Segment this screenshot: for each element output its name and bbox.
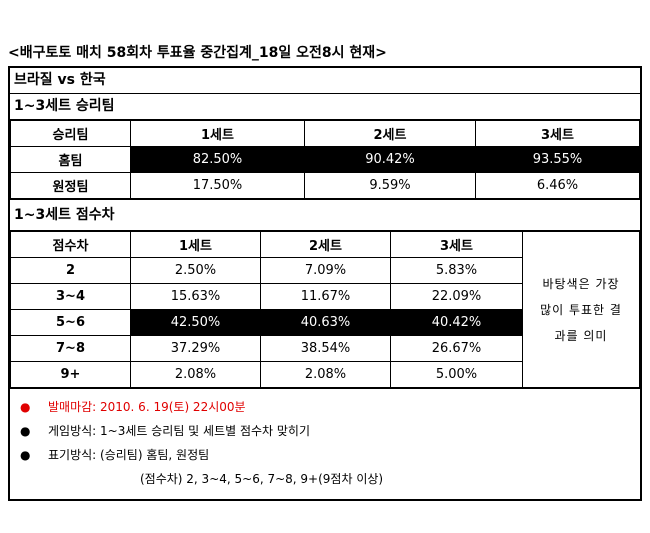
bullet: ● [20, 448, 31, 462]
value-cell: 17.50% [130, 172, 305, 199]
note-line: 과를 의미 [554, 328, 608, 343]
value-cell: 38.54% [260, 335, 391, 362]
row-label: 홈팀 [10, 146, 131, 173]
value-cell: 9.59% [304, 172, 476, 199]
row-label: 9+ [10, 361, 131, 388]
value-cell: 82.50% [130, 146, 305, 173]
value-cell: 7.09% [260, 257, 391, 284]
value-cell: 5.00% [390, 361, 523, 388]
header-cell: 1세트 [130, 231, 261, 258]
value-cell: 6.46% [475, 172, 640, 199]
value-cell: 40.63% [260, 309, 391, 336]
header-cell: 3세트 [390, 231, 523, 258]
note-line: 많이 투표한 결 [540, 302, 622, 317]
header-cell: 3세트 [475, 120, 640, 147]
winner-table: 승리팀 1세트 2세트 3세트 홈팀 82.50% 90.42% 93.55% 원정팀 17.50… [10, 120, 640, 199]
value-cell: 26.67% [390, 335, 523, 362]
row-label: 7~8 [10, 335, 131, 362]
header-cell: 2세트 [260, 231, 391, 258]
value-cell: 11.67% [260, 283, 391, 310]
value-cell: 22.09% [390, 283, 523, 310]
value-cell: 2.08% [260, 361, 391, 388]
value-cell: 5.83% [390, 257, 523, 284]
note-text: 게임방식: 1~3세트 승리팀 및 세트별 점수차 맞히기 [48, 424, 311, 438]
header-cell: 2세트 [304, 120, 476, 147]
note-text: 표기방식: (승리팀) 홈팀, 원정팀 [48, 448, 210, 462]
note-item: ● 게임방식: 1~3세트 승리팀 및 세트별 점수차 맞히기 [10, 419, 640, 443]
bullet: ● [20, 424, 31, 438]
row-label: 2 [10, 257, 131, 284]
value-cell: 37.29% [130, 335, 261, 362]
value-cell: 90.42% [304, 146, 476, 173]
note-item: ● 표기방식: (승리팀) 홈팀, 원정팀 [10, 443, 640, 467]
row-label: 원정팀 [10, 172, 131, 199]
note-text: 발매마감: 2010. 6. 19(토) 22시00분 [48, 400, 246, 414]
value-cell: 40.42% [390, 309, 523, 336]
value-cell: 93.55% [475, 146, 640, 173]
vote-table: 브라질 vs 한국 1~3세트 승리팀 승리팀 1세트 2세트 3세트 홈팀 82.50%… [8, 66, 642, 501]
margin-table: 점수차 1세트 2세트 3세트 바탕색은 가장 많이 투표한 결 과를 의미 2 2.50% 7.… [10, 231, 640, 388]
header-row: 승리팀 1세트 2세트 3세트 [10, 120, 640, 147]
note-text: (점수차) 2, 3~4, 5~6, 7~8, 9+(9점차 이상) [140, 472, 384, 486]
row: 홈팀 82.50% 90.42% 93.55% [10, 146, 640, 173]
row: 3~4 15.63% 11.67% 22.09% [10, 283, 640, 310]
value-cell: 2.50% [130, 257, 261, 284]
section-title: 1~3세트 승리팀 [10, 94, 640, 120]
header-cell: 승리팀 [10, 120, 131, 147]
row: 9+ 2.08% 2.08% 5.00% [10, 361, 640, 388]
section-title: 1~3세트 점수차 [10, 199, 640, 231]
match: 브라질 vs 한국 [10, 68, 640, 94]
value-cell: 42.50% [130, 309, 261, 336]
notes: ● 발매마감: 2010. 6. 19(토) 22시00분 ● 게임방식: 1~3세트… [10, 388, 640, 499]
row: 원정팀 17.50% 9.59% 6.46% [10, 172, 640, 199]
note-item: (점수차) 2, 3~4, 5~6, 7~8, 9+(9점차 이상) [10, 467, 640, 491]
title: <배구토토 매치 58회차 투표율 중간집계_18일 오전8시 현재> [8, 45, 387, 61]
note-item: ● 발매마감: 2010. 6. 19(토) 22시00분 [10, 395, 640, 419]
row: 7~8 37.29% 38.54% 26.67% [10, 335, 640, 362]
header-cell: 점수차 [10, 231, 131, 258]
bullet: ● [20, 400, 31, 414]
value-cell: 15.63% [130, 283, 261, 310]
note-line: 바탕색은 가장 [542, 276, 620, 291]
row-label: 5~6 [10, 309, 131, 336]
value-cell: 2.08% [130, 361, 261, 388]
row-label: 3~4 [10, 283, 131, 310]
header-cell: 1세트 [130, 120, 305, 147]
